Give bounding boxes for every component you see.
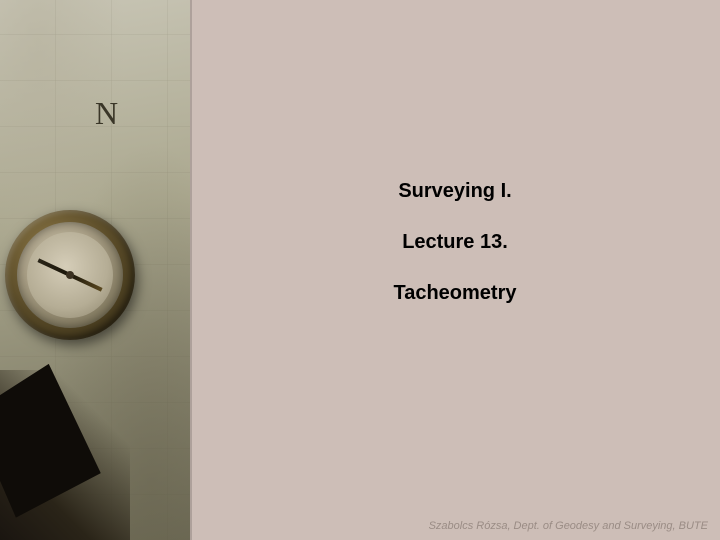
course-title: Surveying I.: [190, 180, 720, 203]
footer-credit: Szabolcs Rózsa, Dept. of Geodesy and Sur…: [429, 520, 708, 532]
slide-container: N Surveying I. Lecture 13. Tacheometry S…: [0, 0, 720, 540]
compass-pivot: [66, 271, 74, 279]
left-image-panel: N: [0, 0, 190, 540]
north-indicator: N: [95, 95, 118, 132]
title-block: Surveying I. Lecture 13. Tacheometry: [190, 180, 720, 333]
content-panel: Surveying I. Lecture 13. Tacheometry Sza…: [190, 0, 720, 540]
lecture-number: Lecture 13.: [190, 231, 720, 254]
compass-image: [5, 210, 135, 340]
lecture-topic: Tacheometry: [190, 282, 720, 305]
